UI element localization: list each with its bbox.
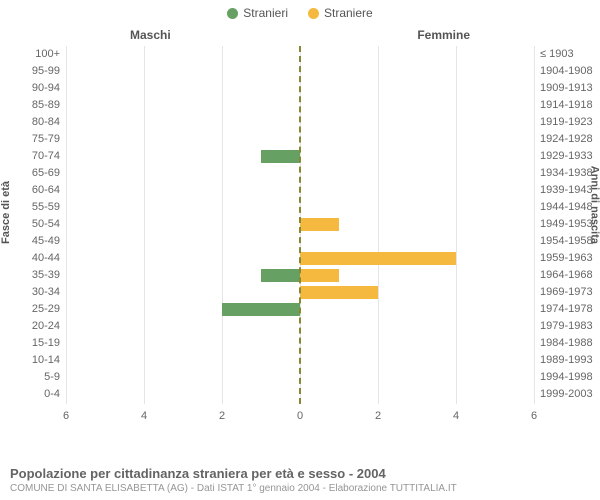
birth-year-label: 1944-1948 [540,201,600,213]
bar-female [300,218,339,231]
bar-female [300,252,456,265]
legend-label-male: Stranieri [243,6,288,20]
footer: Popolazione per cittadinanza straniera p… [10,466,590,494]
age-label: 45-49 [0,235,60,247]
birth-year-label: 1994-1998 [540,371,600,383]
birth-year-label: 1909-1913 [540,82,600,94]
birth-year-label: 1989-1993 [540,354,600,366]
bar-female [300,269,339,282]
x-tick-label: 6 [531,410,537,422]
legend-item-female: Straniere [308,6,373,20]
birth-year-label: 1914-1918 [540,99,600,111]
age-label: 100+ [0,48,60,60]
age-label: 20-24 [0,320,60,332]
birth-year-label: 1959-1963 [540,252,600,264]
age-label: 30-34 [0,286,60,298]
bar-male [261,150,300,163]
birth-year-label: 1954-1958 [540,235,600,247]
legend-item-male: Stranieri [227,6,288,20]
bar-female [300,286,378,299]
gridline [534,46,535,404]
birth-year-label: 1929-1933 [540,150,600,162]
birth-year-label: 1999-2003 [540,388,600,400]
x-tick-label: 2 [375,410,381,422]
swatch-male [227,8,238,19]
x-tick-label: 0 [297,410,303,422]
footer-subtitle: COMUNE DI SANTA ELISABETTA (AG) - Dati I… [10,483,590,494]
age-label: 85-89 [0,99,60,111]
age-label: 50-54 [0,218,60,230]
legend: Stranieri Straniere [0,0,600,20]
chart: Maschi Femmine Fasce di età Anni di nasc… [0,28,600,446]
bar-male [222,303,300,316]
age-label: 65-69 [0,167,60,179]
footer-title: Popolazione per cittadinanza straniera p… [10,466,590,481]
x-tick-label: 4 [141,410,147,422]
age-label: 55-59 [0,201,60,213]
birth-year-label: 1919-1923 [540,116,600,128]
birth-year-label: 1969-1973 [540,286,600,298]
birth-year-label: 1964-1968 [540,269,600,281]
age-label: 70-74 [0,150,60,162]
birth-year-label: 1974-1978 [540,303,600,315]
birth-year-label: 1904-1908 [540,65,600,77]
birth-year-label: 1949-1953 [540,218,600,230]
birth-year-label: ≤ 1903 [540,48,600,60]
birth-year-label: 1979-1983 [540,320,600,332]
swatch-female [308,8,319,19]
age-label: 5-9 [0,371,60,383]
age-label: 10-14 [0,354,60,366]
age-label: 90-94 [0,82,60,94]
x-tick-label: 6 [63,410,69,422]
birth-year-label: 1924-1928 [540,133,600,145]
x-tick-label: 4 [453,410,459,422]
age-label: 25-29 [0,303,60,315]
age-label: 80-84 [0,116,60,128]
age-label: 0-4 [0,388,60,400]
center-line [299,46,301,404]
age-label: 40-44 [0,252,60,264]
plot-area: 0224466100+≤ 190395-991904-190890-941909… [66,46,534,426]
age-label: 15-19 [0,337,60,349]
column-title-female: Femmine [417,28,470,42]
age-label: 60-64 [0,184,60,196]
age-label: 95-99 [0,65,60,77]
legend-label-female: Straniere [324,6,373,20]
age-label: 35-39 [0,269,60,281]
birth-year-label: 1984-1988 [540,337,600,349]
age-label: 75-79 [0,133,60,145]
birth-year-label: 1939-1943 [540,184,600,196]
column-title-male: Maschi [130,28,171,42]
x-tick-label: 2 [219,410,225,422]
birth-year-label: 1934-1938 [540,167,600,179]
bar-male [261,269,300,282]
